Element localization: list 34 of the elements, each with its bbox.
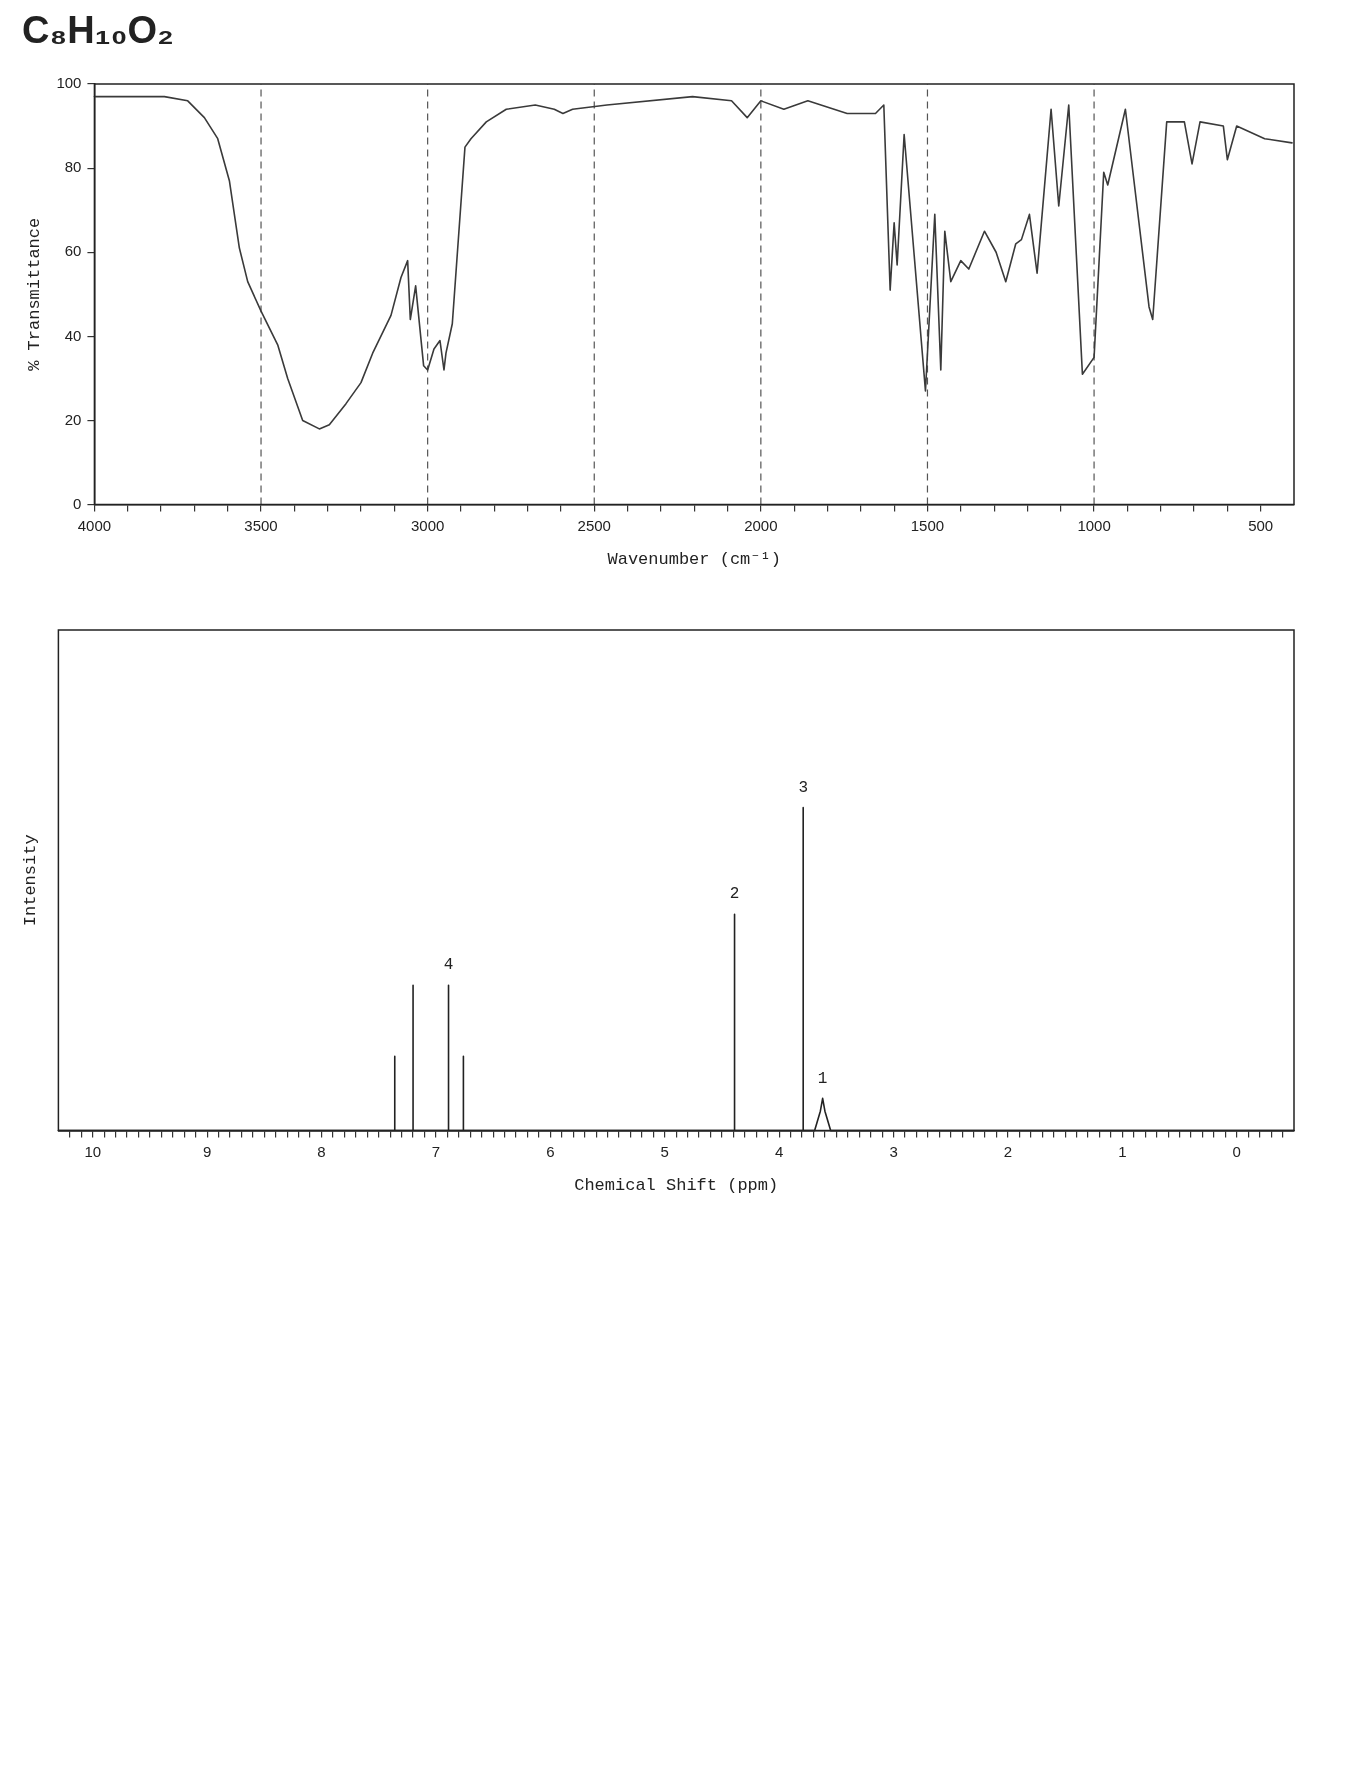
x-tick-label: 4 — [774, 1142, 784, 1160]
x-tick-label: 10 — [84, 1142, 102, 1160]
x-tick-label: 2 — [1003, 1142, 1013, 1160]
x-tick-label: 1 — [1118, 1142, 1127, 1160]
x-tick-label: 1500 — [910, 516, 945, 534]
y-tick-label: 0 — [73, 494, 82, 512]
annotation: 3 — [798, 778, 808, 797]
x-tick-label: 2500 — [577, 516, 611, 534]
y-axis-title: % Transmittance — [24, 217, 44, 371]
x-tick-label: 0 — [1232, 1142, 1241, 1160]
annotation: 4 — [443, 956, 454, 975]
annotation: 1 — [817, 1069, 828, 1088]
x-tick-label: 3500 — [244, 516, 278, 534]
x-axis-title: Chemical Shift (ppm) — [574, 1175, 779, 1195]
x-tick-label: 1000 — [1077, 516, 1111, 534]
y-tick-label: 20 — [64, 410, 82, 428]
x-tick-label: 6 — [546, 1142, 555, 1160]
x-tick-label: 3 — [889, 1142, 898, 1160]
y-tick-label: 40 — [64, 326, 82, 344]
x-tick-label: 8 — [317, 1142, 326, 1160]
y-axis-title: Intensity — [20, 833, 40, 926]
y-tick-label: 60 — [64, 241, 82, 259]
x-tick-label: 3000 — [410, 516, 445, 534]
chart-title: C₈H₁₀O₂ — [22, 8, 175, 53]
x-tick-label: 2000 — [744, 516, 778, 534]
x-tick-label: 4000 — [77, 516, 112, 534]
x-tick-label: 7 — [431, 1142, 441, 1160]
x-tick-label: 9 — [202, 1142, 212, 1160]
y-tick-label: 80 — [64, 157, 82, 175]
x-axis-title: Wavenumber (cm⁻¹) — [607, 549, 781, 569]
x-tick-label: 5 — [660, 1142, 669, 1160]
y-tick-label: 100 — [56, 73, 82, 91]
annotation: 2 — [729, 885, 740, 904]
x-tick-label: 500 — [1248, 516, 1274, 534]
